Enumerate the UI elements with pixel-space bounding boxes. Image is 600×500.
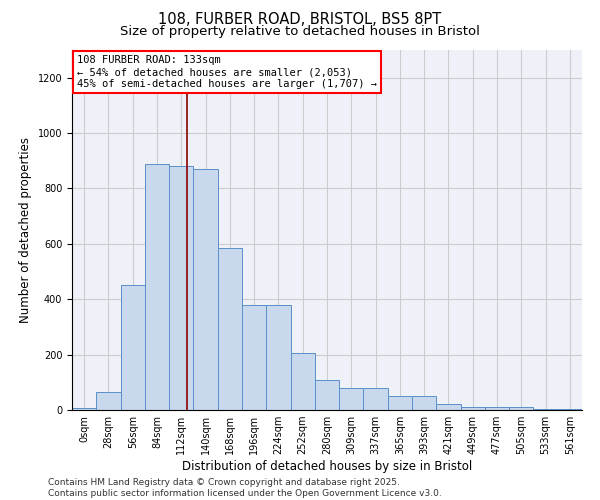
Bar xyxy=(388,396,412,410)
Text: Size of property relative to detached houses in Bristol: Size of property relative to detached ho… xyxy=(120,25,480,38)
Text: 108 FURBER ROAD: 133sqm
← 54% of detached houses are smaller (2,053)
45% of semi: 108 FURBER ROAD: 133sqm ← 54% of detache… xyxy=(77,56,377,88)
Bar xyxy=(339,388,364,410)
Bar xyxy=(96,392,121,410)
Bar xyxy=(436,404,461,410)
Bar xyxy=(72,408,96,410)
Bar xyxy=(121,286,145,410)
Bar xyxy=(364,388,388,410)
Bar xyxy=(315,380,339,410)
Bar xyxy=(266,305,290,410)
Bar xyxy=(412,396,436,410)
Text: Contains HM Land Registry data © Crown copyright and database right 2025.
Contai: Contains HM Land Registry data © Crown c… xyxy=(48,478,442,498)
Bar xyxy=(485,407,509,410)
Bar xyxy=(193,169,218,410)
Bar xyxy=(509,406,533,410)
Bar xyxy=(461,406,485,410)
Bar xyxy=(218,248,242,410)
Bar xyxy=(290,353,315,410)
Text: 108, FURBER ROAD, BRISTOL, BS5 8PT: 108, FURBER ROAD, BRISTOL, BS5 8PT xyxy=(158,12,442,28)
Bar xyxy=(242,305,266,410)
Y-axis label: Number of detached properties: Number of detached properties xyxy=(19,137,32,323)
Bar xyxy=(169,166,193,410)
X-axis label: Distribution of detached houses by size in Bristol: Distribution of detached houses by size … xyxy=(182,460,472,473)
Bar xyxy=(145,164,169,410)
